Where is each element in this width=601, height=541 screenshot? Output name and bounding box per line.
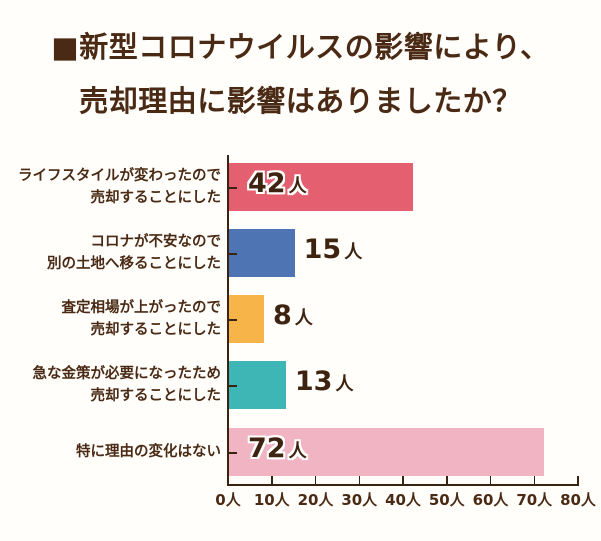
x-axis-label: 60人 [472,491,509,509]
value-number: 42 [248,168,286,199]
value-number: 72 [248,433,286,464]
x-axis-label: 70人 [516,491,553,509]
x-axis-tick [314,476,317,485]
x-axis-tick [402,476,404,485]
x-axis-label: 0人 [215,491,241,509]
value-unit: 人 [294,308,313,329]
x-axis-tick [577,476,579,485]
y-axis-tick [229,452,237,454]
x-axis-label: 30人 [341,491,378,509]
x-axis-tick [446,476,448,485]
value-unit: 人 [288,441,307,462]
category-label: 特に理由の変化はない [76,441,221,463]
bar-5 [229,428,544,476]
x-axis-tick [271,476,273,485]
chart-title-line-2: 売却理由に影響はありましたか？ [79,84,522,118]
y-axis-line [227,155,229,485]
x-axis-line [227,484,579,486]
x-axis-label: 40人 [385,491,421,509]
chart-title-line-1: ■新型コロナウイルスの影響により、 [51,30,550,64]
category-label-line-1: 査定相場が上がったので [61,300,222,316]
value-unit: 人 [344,242,363,263]
category-label-line-1: コロナが不安なので [90,234,222,250]
x-axis-tick [533,476,535,485]
x-axis-label: 50人 [428,491,465,509]
y-axis-tick [229,253,237,255]
category-label-line-2: 別の土地へ移ることにした [47,256,221,272]
category-label: 急な金策が必要になったため売却することにした [33,363,222,407]
value-label: 42 人 [248,168,307,199]
value-number: 8 [273,300,292,331]
x-axis-tick [227,476,229,485]
bar-2 [229,229,295,277]
bar-4 [229,361,286,409]
value-label: 72 人 [248,433,307,464]
bar-1 [229,163,413,211]
category-label-line-1: ライフスタイルが変わったので [18,168,221,184]
y-axis-tick [229,385,237,387]
value-number: 13 [294,366,333,397]
category-label: 査定相場が上がったので売却することにした [62,297,222,341]
category-label-line-2: 売却することにした [90,388,222,404]
x-axis-label: 10人 [253,491,290,509]
value-unit: 人 [335,374,354,395]
category-label: ライフスタイルが変わったので売却することにした [18,165,221,209]
category-label-line-2: 売却することにした [90,322,222,338]
category-label: コロナが不安なので別の土地へ移ることにした [47,231,221,275]
value-number: 15 [303,234,342,265]
x-axis-tick [489,476,492,485]
category-label-line-1: 特に理由の変化はない [76,444,221,460]
value-label: 13 人 [295,366,354,397]
x-axis-tick [358,476,360,485]
value-unit: 人 [288,176,307,197]
value-label: 15 人 [304,234,363,265]
category-label-line-2: 売却することにした [90,190,222,206]
x-axis-label: 80人 [560,491,596,509]
x-axis-label: 20人 [297,491,334,509]
y-axis-tick [229,319,237,321]
y-axis-tick [229,187,237,189]
category-label-line-1: 急な金策が必要になったため [32,366,222,382]
